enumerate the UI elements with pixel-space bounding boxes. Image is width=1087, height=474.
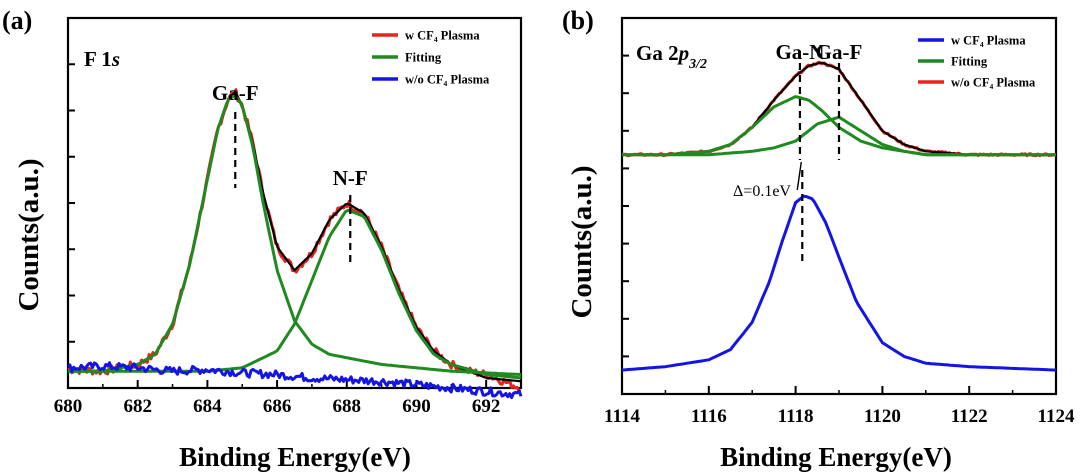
panel-a-y-axis-label: Counts(a.u.) (13, 158, 45, 311)
peak-label: Ga-N (775, 40, 824, 64)
legend-label: Fitting (951, 55, 988, 69)
panel-b-core-level: Ga 2p3/2 (636, 41, 707, 72)
x-tick-label: 690 (402, 396, 431, 417)
panel-a-x-axis-label: Binding Energy(eV) (179, 442, 411, 472)
x-tick-label: 1122 (951, 406, 988, 427)
x-tick-label: 1118 (778, 406, 814, 427)
x-tick-label: 680 (54, 396, 83, 417)
panel-a-tag: (a) (2, 6, 32, 35)
legend-label: w/o CF₄ Plasma (405, 73, 490, 87)
panel-b-tag: (b) (562, 6, 594, 35)
series-ga-f-component (68, 94, 522, 376)
series-n-f-component (68, 208, 522, 380)
plot-frame (620, 16, 1058, 396)
panel-b-y-axis-label: Counts(a.u.) (566, 165, 598, 318)
x-tick-label: 686 (263, 396, 292, 417)
panel-b: (b) 1114 1116 1118 1120 1122 1124 Ga-NGa-F Δ=0… (562, 6, 1075, 472)
peak-label: N-F (333, 166, 368, 190)
x-tick-label: 1114 (604, 406, 640, 427)
peak-label: Ga-F (816, 40, 863, 64)
panel-a-axes: 680 682 684 686 688 690 692 (54, 16, 523, 417)
x-tick-label: 1116 (691, 406, 727, 427)
panel-b-legend: w CF₄ Plasma Fitting w/o CF₄ Plasma (918, 34, 1036, 90)
legend-label: w CF₄ Plasma (405, 29, 480, 43)
legend-label: w/o CF₄ Plasma (951, 76, 1036, 90)
x-tick-label: 692 (472, 396, 501, 417)
x-tick-label: 1124 (1038, 406, 1075, 427)
legend-label: w CF₄ Plasma (951, 34, 1026, 48)
panel-a-legend: w CF₄ Plasma Fitting w/o CF₄ Plasma (372, 29, 490, 87)
panel-b-annotations: Ga-NGa-F Δ=0.1eV (733, 40, 862, 262)
panel-a-series (67, 88, 523, 400)
panel-a-annotations: Ga-F N-F (212, 81, 368, 266)
peak-label: Ga-F (212, 81, 259, 105)
series-w-cf-plasma (67, 88, 521, 393)
series-w-cf-plasma (621, 194, 1057, 372)
panel-a: (a) 680 682 684 686 688 690 692 Ga-F N-F w CF₄ … (2, 6, 523, 472)
panel-b-axes: 1114 1116 1118 1120 1122 1124 (604, 16, 1075, 427)
x-tick-label: 688 (333, 396, 362, 417)
legend-label: Fitting (405, 51, 442, 65)
panel-b-x-axis-label: Binding Energy(eV) (720, 442, 952, 472)
panel-b-series (621, 60, 1057, 372)
shift-annotation: Δ=0.1eV (733, 183, 791, 200)
panel-a-core-level: F 1s (84, 47, 120, 71)
shift-leader (796, 161, 802, 191)
x-tick-label: 682 (123, 396, 152, 417)
series-w-o-cf-plasma (67, 361, 523, 400)
x-tick-label: 1120 (864, 406, 901, 427)
series-fit-envelope (68, 91, 522, 383)
x-tick-label: 684 (193, 396, 222, 417)
